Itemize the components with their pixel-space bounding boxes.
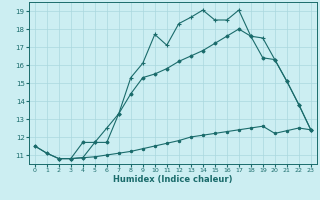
X-axis label: Humidex (Indice chaleur): Humidex (Indice chaleur) <box>113 175 233 184</box>
